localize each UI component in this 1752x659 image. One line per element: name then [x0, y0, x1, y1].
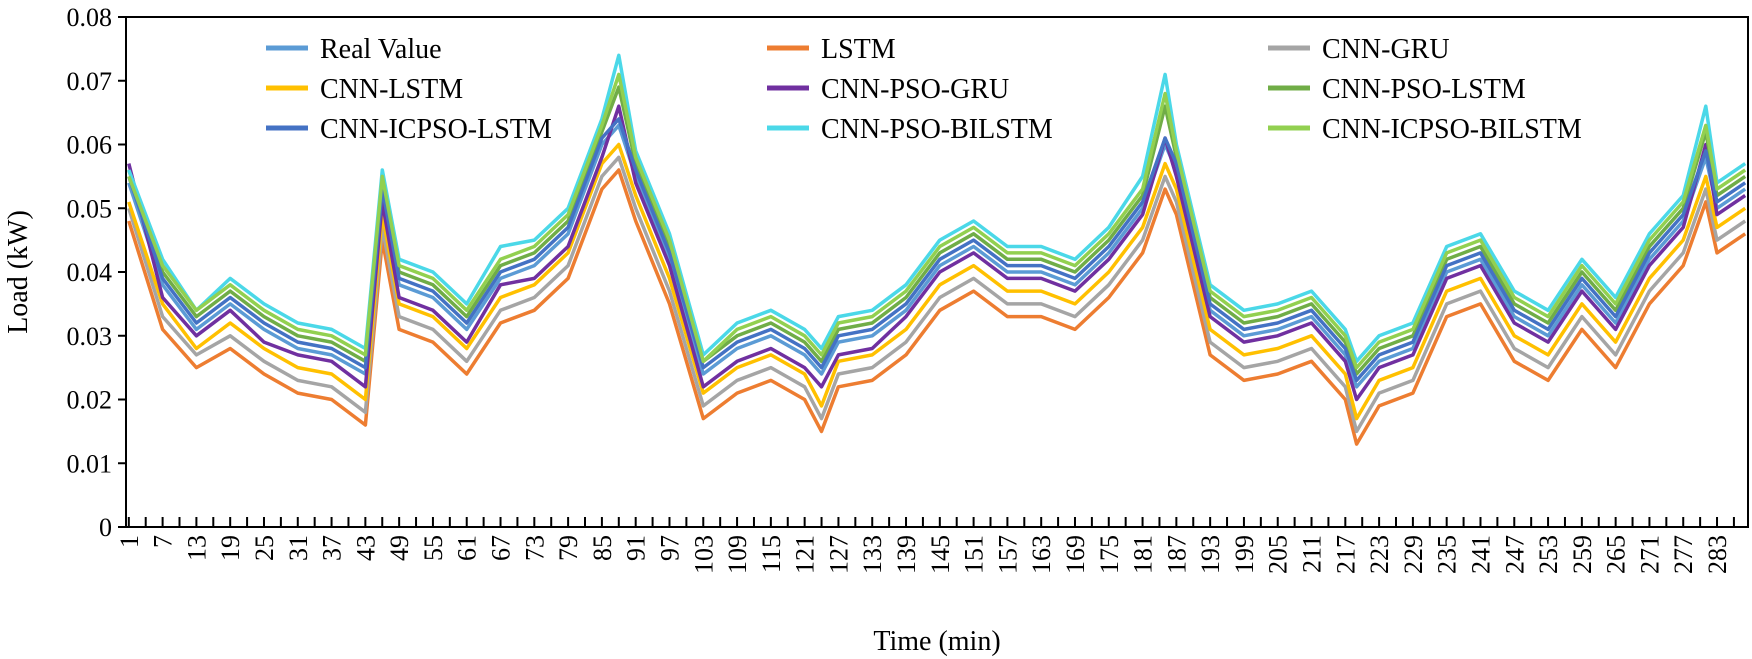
x-tick-label: 271: [1635, 535, 1664, 574]
x-tick-label: 253: [1534, 535, 1563, 574]
legend: Real Value LSTM CNN-GRU CNN-LSTM CNN-PSO-GRU…: [266, 34, 1582, 145]
x-tick-label: 265: [1602, 535, 1631, 574]
x-tick-label: 151: [960, 535, 989, 574]
y-tick-label: 0.07: [67, 67, 113, 96]
legend-label: CNN-GRU: [1322, 34, 1450, 65]
y-tick-label: 0.02: [67, 386, 113, 415]
x-axis: 1 7 13 19 25 31 37 43 49 55 61 67 73 79 85 91 97 103 109 11…: [115, 517, 1735, 574]
x-tick-label: 19: [216, 535, 245, 561]
y-tick-label: 0.05: [67, 194, 113, 223]
x-tick-label: 247: [1500, 535, 1529, 574]
x-tick-label: 277: [1669, 535, 1698, 574]
y-tick-label: 0.01: [67, 449, 113, 478]
x-tick-label: 169: [1061, 535, 1090, 574]
series-line-1: [127, 123, 1747, 389]
x-tick-label: 163: [1027, 535, 1056, 574]
x-tick-label: 121: [791, 535, 820, 574]
x-tick-label: 37: [318, 535, 347, 561]
x-tick-label: 55: [419, 535, 448, 561]
x-tick-label: 85: [588, 535, 617, 561]
x-tick-label: 181: [1129, 535, 1158, 574]
x-tick-label: 205: [1264, 535, 1293, 574]
y-tick-label: 0.03: [67, 322, 113, 351]
x-tick-label: 97: [656, 535, 685, 561]
y-axis: 0 0.01 0.02 0.03 0.04 0.05 0.06 0.07 0.08: [67, 3, 126, 542]
x-tick-label: 103: [689, 535, 718, 574]
x-tick-label: 139: [892, 535, 921, 574]
x-tick-label: 259: [1568, 535, 1597, 574]
y-axis-title: Load (kW): [3, 210, 34, 334]
series-line-9: [127, 72, 1747, 370]
y-tick-label: 0.04: [67, 258, 113, 287]
series-line-3: [127, 155, 1747, 434]
x-tick-label: 115: [757, 535, 786, 573]
series-lines: [127, 53, 1747, 446]
x-tick-label: 133: [858, 535, 887, 574]
x-tick-label: 217: [1331, 535, 1360, 574]
y-tick-label: 0.08: [67, 3, 113, 32]
x-tick-label: 13: [182, 535, 211, 561]
x-tick-label: 211: [1298, 535, 1327, 573]
series-line-5: [127, 104, 1747, 402]
x-tick-label: 49: [385, 535, 414, 561]
legend-label: CNN-ICPSO-LSTM: [320, 114, 552, 145]
x-tick-label: 67: [487, 535, 516, 561]
legend-label: CNN-PSO-BILSTM: [821, 114, 1053, 145]
x-tick-label: 157: [993, 535, 1022, 574]
x-tick-label: 1: [115, 535, 144, 548]
legend-label: Real Value: [320, 34, 442, 65]
x-tick-label: 235: [1433, 535, 1462, 574]
x-tick-label: 25: [250, 535, 279, 561]
x-tick-label: 175: [1095, 535, 1124, 574]
x-tick-label: 61: [453, 535, 482, 561]
legend-label: LSTM: [821, 34, 896, 65]
x-axis-title: Time (min): [873, 626, 1000, 657]
legend-label: CNN-PSO-GRU: [821, 74, 1009, 105]
legend-label: CNN-LSTM: [320, 74, 463, 105]
x-tick-label: 145: [926, 535, 955, 574]
x-tick-label: 7: [149, 535, 178, 548]
x-tick-label: 43: [351, 535, 380, 561]
y-tick-label: 0.06: [67, 131, 113, 160]
x-tick-label: 91: [622, 535, 651, 561]
series-line-4: [127, 142, 1747, 421]
series-line-2: [127, 168, 1747, 446]
x-tick-label: 223: [1365, 535, 1394, 574]
x-tick-label: 109: [723, 535, 752, 574]
x-tick-label: 127: [824, 535, 853, 574]
series-line-7: [127, 117, 1747, 383]
x-tick-label: 73: [520, 535, 549, 561]
x-tick-label: 199: [1230, 535, 1259, 574]
legend-label: CNN-PSO-LSTM: [1322, 74, 1526, 105]
x-tick-label: 31: [284, 535, 313, 561]
x-tick-label: 241: [1467, 535, 1496, 574]
x-tick-label: 79: [554, 535, 583, 561]
x-tick-label: 187: [1162, 535, 1191, 574]
x-tick-label: 229: [1399, 535, 1428, 574]
x-tick-label: 283: [1703, 535, 1732, 574]
y-tick-label: 0: [99, 513, 112, 542]
x-tick-label: 193: [1196, 535, 1225, 574]
legend-label: CNN-ICPSO-BILSTM: [1322, 114, 1582, 145]
